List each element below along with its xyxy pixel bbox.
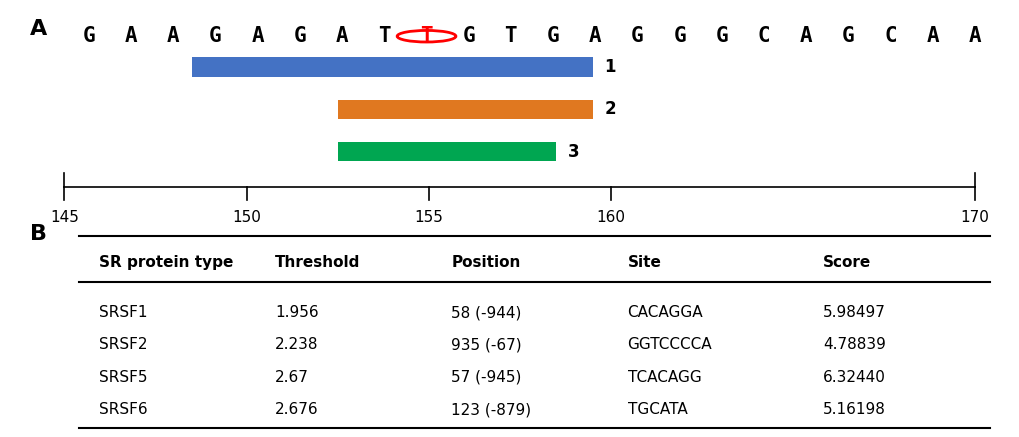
Text: TCACAGG: TCACAGG (627, 370, 701, 385)
Text: A: A (335, 26, 348, 46)
Text: 150: 150 (232, 210, 261, 225)
Text: 1.956: 1.956 (275, 305, 318, 320)
FancyBboxPatch shape (192, 57, 592, 76)
Text: T: T (420, 26, 432, 46)
Text: G: G (83, 26, 95, 46)
Text: 3: 3 (568, 143, 579, 161)
Text: 58 (-944): 58 (-944) (450, 305, 521, 320)
Text: G: G (631, 26, 643, 46)
Text: Site: Site (627, 254, 660, 270)
Text: 2.238: 2.238 (275, 337, 318, 353)
Text: 2: 2 (604, 101, 615, 118)
Text: G: G (462, 26, 475, 46)
Text: 155: 155 (414, 210, 442, 225)
Text: 1: 1 (604, 58, 615, 76)
Text: B: B (31, 224, 47, 243)
Text: 935 (-67): 935 (-67) (450, 337, 522, 353)
Text: SR protein type: SR protein type (99, 254, 233, 270)
Text: TGCATA: TGCATA (627, 402, 687, 417)
Text: Position: Position (450, 254, 520, 270)
Text: A: A (124, 26, 138, 46)
Text: G: G (715, 26, 728, 46)
Text: C: C (883, 26, 896, 46)
Text: G: G (673, 26, 686, 46)
Text: A: A (31, 19, 48, 39)
Text: CACAGGA: CACAGGA (627, 305, 702, 320)
Text: 57 (-945): 57 (-945) (450, 370, 521, 385)
Text: G: G (293, 26, 306, 46)
Text: SRSF6: SRSF6 (99, 402, 147, 417)
Text: Threshold: Threshold (275, 254, 360, 270)
Text: 160: 160 (596, 210, 625, 225)
Text: 4.78839: 4.78839 (822, 337, 886, 353)
Text: A: A (167, 26, 179, 46)
Text: Score: Score (822, 254, 871, 270)
FancyBboxPatch shape (337, 142, 555, 161)
Text: A: A (588, 26, 601, 46)
Text: G: G (546, 26, 558, 46)
Text: A: A (968, 26, 980, 46)
Text: 5.98497: 5.98497 (822, 305, 886, 320)
FancyBboxPatch shape (337, 100, 592, 119)
Text: SRSF1: SRSF1 (99, 305, 147, 320)
Text: 145: 145 (50, 210, 78, 225)
Text: A: A (925, 26, 938, 46)
Text: A: A (251, 26, 264, 46)
Text: SRSF2: SRSF2 (99, 337, 147, 353)
Text: 170: 170 (960, 210, 988, 225)
Text: 2.676: 2.676 (275, 402, 318, 417)
Text: G: G (209, 26, 222, 46)
Text: 123 (-879): 123 (-879) (450, 402, 531, 417)
Text: SRSF5: SRSF5 (99, 370, 147, 385)
Text: T: T (378, 26, 390, 46)
Text: G: G (842, 26, 854, 46)
Text: A: A (799, 26, 812, 46)
Text: 6.32440: 6.32440 (822, 370, 886, 385)
Text: GGTCCCCA: GGTCCCCA (627, 337, 711, 353)
Text: 2.67: 2.67 (275, 370, 309, 385)
Text: C: C (757, 26, 769, 46)
Text: 5.16198: 5.16198 (822, 402, 886, 417)
Text: T: T (504, 26, 517, 46)
